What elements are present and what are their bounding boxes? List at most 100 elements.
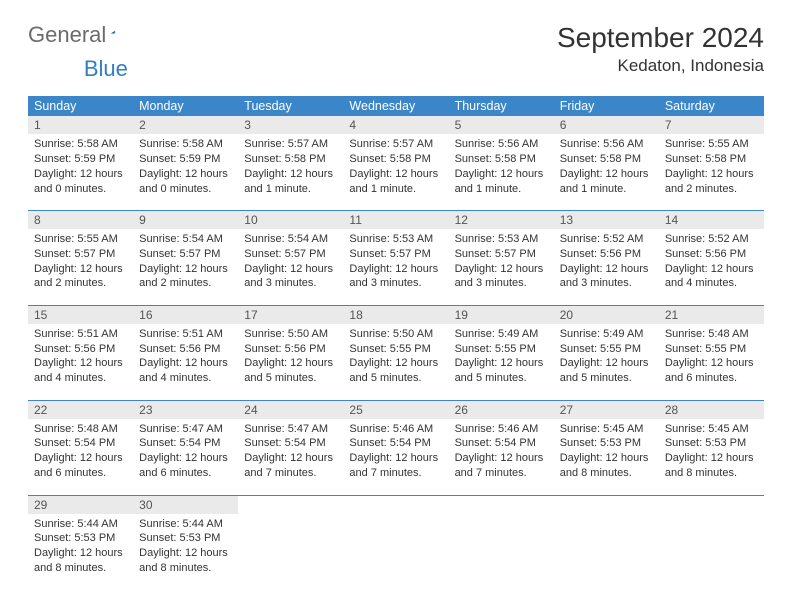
day-cell: 19Sunrise: 5:49 AMSunset: 5:55 PMDayligh…: [449, 305, 554, 394]
day-number: 18: [343, 306, 448, 324]
day-body: Sunrise: 5:56 AMSunset: 5:58 PMDaylight:…: [554, 134, 659, 204]
daylight-line2: and 4 minutes.: [139, 371, 232, 386]
day-number: 30: [133, 496, 238, 514]
daylight-line1: Daylight: 12 hours: [34, 167, 127, 182]
day-cell: 26Sunrise: 5:46 AMSunset: 5:54 PMDayligh…: [449, 400, 554, 489]
daylight-line1: Daylight: 12 hours: [455, 451, 548, 466]
sunset: Sunset: 5:56 PM: [34, 342, 127, 357]
day-cell: 15Sunrise: 5:51 AMSunset: 5:56 PMDayligh…: [28, 305, 133, 394]
week-row: 29Sunrise: 5:44 AMSunset: 5:53 PMDayligh…: [28, 495, 764, 584]
sunrise: Sunrise: 5:50 AM: [349, 327, 442, 342]
day-cell: 1Sunrise: 5:58 AMSunset: 5:59 PMDaylight…: [28, 116, 133, 204]
daylight-line2: and 7 minutes.: [349, 466, 442, 481]
daylight-line2: and 2 minutes.: [34, 276, 127, 291]
day-cell: [449, 495, 554, 584]
sunrise: Sunrise: 5:56 AM: [455, 137, 548, 152]
daylight-line1: Daylight: 12 hours: [139, 167, 232, 182]
day-number: 27: [554, 401, 659, 419]
day-body: Sunrise: 5:51 AMSunset: 5:56 PMDaylight:…: [28, 324, 133, 394]
sunrise: Sunrise: 5:55 AM: [665, 137, 758, 152]
day-cell: 6Sunrise: 5:56 AMSunset: 5:58 PMDaylight…: [554, 116, 659, 204]
daylight-line2: and 5 minutes.: [455, 371, 548, 386]
daylight-line1: Daylight: 12 hours: [34, 546, 127, 561]
sunrise: Sunrise: 5:46 AM: [349, 422, 442, 437]
daylight-line1: Daylight: 12 hours: [665, 451, 758, 466]
day-header-cell: Sunday: [28, 96, 133, 116]
day-number: 7: [659, 116, 764, 134]
daylight-line1: Daylight: 12 hours: [34, 262, 127, 277]
day-number: 11: [343, 211, 448, 229]
day-cell: 11Sunrise: 5:53 AMSunset: 5:57 PMDayligh…: [343, 210, 448, 299]
sunset: Sunset: 5:57 PM: [349, 247, 442, 262]
daylight-line1: Daylight: 12 hours: [139, 546, 232, 561]
day-cell: 13Sunrise: 5:52 AMSunset: 5:56 PMDayligh…: [554, 210, 659, 299]
daylight-line1: Daylight: 12 hours: [244, 451, 337, 466]
daylight-line2: and 0 minutes.: [139, 182, 232, 197]
day-number: 25: [343, 401, 448, 419]
sunset: Sunset: 5:56 PM: [139, 342, 232, 357]
week-row: 15Sunrise: 5:51 AMSunset: 5:56 PMDayligh…: [28, 305, 764, 394]
daylight-line1: Daylight: 12 hours: [560, 167, 653, 182]
sunrise: Sunrise: 5:50 AM: [244, 327, 337, 342]
day-body: Sunrise: 5:53 AMSunset: 5:57 PMDaylight:…: [449, 229, 554, 299]
sunset: Sunset: 5:58 PM: [349, 152, 442, 167]
week-row: 22Sunrise: 5:48 AMSunset: 5:54 PMDayligh…: [28, 400, 764, 489]
logo-sail-icon: [111, 22, 116, 42]
daylight-line1: Daylight: 12 hours: [455, 356, 548, 371]
day-cell: 4Sunrise: 5:57 AMSunset: 5:58 PMDaylight…: [343, 116, 448, 204]
daylight-line1: Daylight: 12 hours: [34, 451, 127, 466]
daylight-line2: and 6 minutes.: [665, 371, 758, 386]
day-number: 23: [133, 401, 238, 419]
daylight-line1: Daylight: 12 hours: [244, 356, 337, 371]
day-number: 13: [554, 211, 659, 229]
daylight-line1: Daylight: 12 hours: [244, 262, 337, 277]
day-number: 8: [28, 211, 133, 229]
daylight-line2: and 5 minutes.: [349, 371, 442, 386]
day-number: 21: [659, 306, 764, 324]
day-body: Sunrise: 5:57 AMSunset: 5:58 PMDaylight:…: [343, 134, 448, 204]
daylight-line2: and 3 minutes.: [560, 276, 653, 291]
day-number: 29: [28, 496, 133, 514]
daylight-line2: and 6 minutes.: [139, 466, 232, 481]
daylight-line2: and 5 minutes.: [560, 371, 653, 386]
sunrise: Sunrise: 5:54 AM: [139, 232, 232, 247]
location: Kedaton, Indonesia: [557, 56, 764, 76]
day-body: Sunrise: 5:45 AMSunset: 5:53 PMDaylight:…: [554, 419, 659, 489]
logo-text-general: General: [28, 22, 106, 48]
daylight-line2: and 2 minutes.: [139, 276, 232, 291]
day-number: 3: [238, 116, 343, 134]
day-number: 28: [659, 401, 764, 419]
day-body: Sunrise: 5:48 AMSunset: 5:55 PMDaylight:…: [659, 324, 764, 394]
day-cell: 2Sunrise: 5:58 AMSunset: 5:59 PMDaylight…: [133, 116, 238, 204]
sunset: Sunset: 5:58 PM: [665, 152, 758, 167]
day-header-cell: Friday: [554, 96, 659, 116]
sunset: Sunset: 5:59 PM: [34, 152, 127, 167]
day-body: Sunrise: 5:51 AMSunset: 5:56 PMDaylight:…: [133, 324, 238, 394]
sunrise: Sunrise: 5:53 AM: [455, 232, 548, 247]
sunset: Sunset: 5:53 PM: [665, 436, 758, 451]
sunset: Sunset: 5:55 PM: [349, 342, 442, 357]
sunset: Sunset: 5:56 PM: [244, 342, 337, 357]
sunset: Sunset: 5:55 PM: [665, 342, 758, 357]
month-title: September 2024: [557, 22, 764, 54]
day-number: 17: [238, 306, 343, 324]
daylight-line1: Daylight: 12 hours: [139, 356, 232, 371]
daylight-line2: and 3 minutes.: [244, 276, 337, 291]
daylight-line2: and 1 minute.: [455, 182, 548, 197]
sunset: Sunset: 5:54 PM: [244, 436, 337, 451]
daylight-line1: Daylight: 12 hours: [455, 167, 548, 182]
sunset: Sunset: 5:54 PM: [349, 436, 442, 451]
daylight-line2: and 2 minutes.: [665, 182, 758, 197]
day-cell: 22Sunrise: 5:48 AMSunset: 5:54 PMDayligh…: [28, 400, 133, 489]
sunset: Sunset: 5:58 PM: [244, 152, 337, 167]
sunrise: Sunrise: 5:56 AM: [560, 137, 653, 152]
daylight-line1: Daylight: 12 hours: [665, 262, 758, 277]
sunset: Sunset: 5:56 PM: [665, 247, 758, 262]
day-cell: [238, 495, 343, 584]
day-number: 24: [238, 401, 343, 419]
day-body: Sunrise: 5:57 AMSunset: 5:58 PMDaylight:…: [238, 134, 343, 204]
daylight-line1: Daylight: 12 hours: [349, 356, 442, 371]
logo: General: [28, 22, 139, 48]
day-header-cell: Monday: [133, 96, 238, 116]
daylight-line2: and 7 minutes.: [455, 466, 548, 481]
